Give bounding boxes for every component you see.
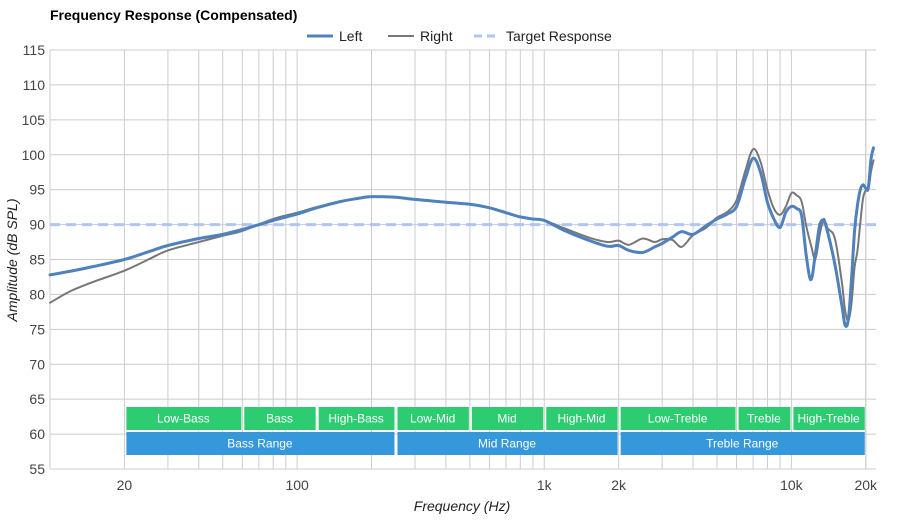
band-upper-rect <box>793 407 865 430</box>
band-lower-rect <box>397 432 618 455</box>
band-upper-rect <box>126 407 242 430</box>
legend-label: Right <box>420 28 453 44</box>
band-upper-rect <box>397 407 469 430</box>
band-lower-label: Treble Range <box>706 437 779 451</box>
y-tick-label: 75 <box>29 321 45 337</box>
x-tick-label: 20 <box>117 477 133 493</box>
x-axis-ticks: 20 100 1k 2k 10k 20k <box>117 477 878 493</box>
band-upper-label: High-Bass <box>328 412 383 426</box>
band-upper-rect <box>620 407 736 430</box>
x-axis-label: Frequency (Hz) <box>414 498 510 514</box>
y-tick-label: 85 <box>29 252 45 268</box>
y-tick-label: 110 <box>23 77 46 93</box>
band-upper-rect <box>738 407 791 430</box>
y-tick-label: 60 <box>29 426 45 442</box>
legend-label: Target Response <box>506 28 612 44</box>
band-upper-label: Mid <box>497 412 516 426</box>
band-upper-rect <box>546 407 618 430</box>
y-tick-label: 80 <box>29 286 45 302</box>
x-tick-label: 10k <box>780 477 804 493</box>
y-tick-label: 55 <box>29 461 45 477</box>
band-lower-label: Bass Range <box>227 437 293 451</box>
legend-label: Left <box>339 28 362 44</box>
band-lower-label: Mid Range <box>478 437 536 451</box>
y-tick-label: 100 <box>22 147 46 163</box>
band-upper-label: Bass <box>266 412 293 426</box>
band-upper-label: High-Mid <box>557 412 605 426</box>
x-tick-label: 20k <box>854 477 878 493</box>
series-lines <box>48 146 876 328</box>
frequency-bands: Low-Bass Bass High-Bass Low-Mid Mid High-Mid L… <box>126 407 865 455</box>
grid-vertical <box>49 50 867 469</box>
y-axis-ticks: 55 60 65 70 75 80 85 90 95 100 105 110 115 <box>22 42 46 477</box>
y-tick-label: 90 <box>29 217 45 233</box>
band-upper-label: High-Treble <box>797 412 860 426</box>
y-tick-label: 65 <box>29 391 45 407</box>
band-upper-label: Low-Mid <box>410 412 455 426</box>
band-upper-rect <box>244 407 316 430</box>
y-tick-label: 115 <box>23 42 46 58</box>
x-tick-label: 2k <box>611 477 627 493</box>
band-lower-rect <box>126 432 395 455</box>
y-tick-label: 95 <box>29 182 45 198</box>
x-tick-label: 1k <box>537 477 553 493</box>
chart-title: Frequency Response (Compensated) <box>50 7 297 23</box>
band-upper-label: Treble <box>747 412 781 426</box>
band-upper-rect <box>471 407 544 430</box>
x-tick-label: 100 <box>285 477 309 493</box>
legend: Left Right Target Response <box>307 28 612 44</box>
grid-horizontal <box>50 49 876 470</box>
band-upper-rect <box>318 407 395 430</box>
y-axis-label: Amplitude (dB SPL) <box>4 199 20 323</box>
series-line-left <box>48 146 875 328</box>
band-upper-label: Low-Treble <box>648 412 708 426</box>
y-tick-label: 70 <box>29 356 45 372</box>
y-tick-label: 105 <box>22 112 46 128</box>
band-upper-label: Low-Bass <box>157 412 210 426</box>
band-lower-rect <box>620 432 865 455</box>
